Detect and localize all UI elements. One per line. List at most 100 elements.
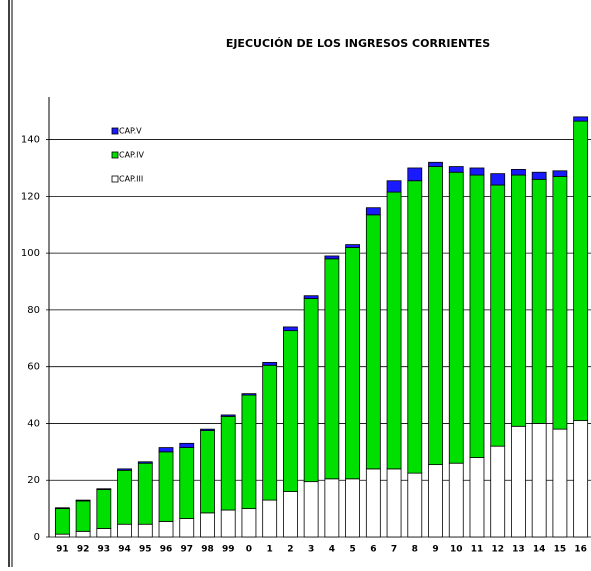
bar-segment xyxy=(75,500,91,532)
legend-label: CAP.IV xyxy=(119,151,145,160)
y-tick-label: 40 xyxy=(27,418,40,429)
x-tick-label: 96 xyxy=(160,545,173,555)
bar-segment xyxy=(428,166,443,466)
y-tick-label: 80 xyxy=(27,305,40,316)
bar-segment xyxy=(511,168,526,176)
x-tick-label: 95 xyxy=(139,545,152,555)
bar-segment xyxy=(200,428,215,431)
bar-segment xyxy=(117,468,132,471)
bar-segment xyxy=(448,171,464,464)
bar-segment xyxy=(407,472,423,538)
x-tick-label: 10 xyxy=(450,545,463,555)
bar-segment xyxy=(54,507,70,510)
y-tick-label: 140 xyxy=(21,135,40,146)
bar-segment xyxy=(96,488,112,490)
bar-segment xyxy=(531,178,547,424)
y-tick-label: 20 xyxy=(27,475,40,486)
bar-segment xyxy=(469,174,485,458)
x-tick-label: 7 xyxy=(391,545,397,555)
bar-segment xyxy=(158,451,174,522)
x-tick-label: 9 xyxy=(432,545,438,555)
bar-segment xyxy=(365,207,381,216)
bar-segment xyxy=(303,481,319,538)
x-tick-label: 97 xyxy=(180,545,193,555)
bar-segment xyxy=(283,330,298,492)
x-tick-label: 0 xyxy=(246,545,252,555)
bar-segment xyxy=(511,174,526,427)
x-tick-label: 13 xyxy=(512,545,525,555)
legend-swatch xyxy=(111,175,119,183)
bar-segment xyxy=(241,393,257,396)
x-tick-label: 3 xyxy=(308,545,314,555)
bar-segment xyxy=(220,415,236,511)
bar-segment xyxy=(262,364,278,501)
y-tick-label: 100 xyxy=(21,248,40,259)
bar-segment xyxy=(75,530,91,538)
chart-title: EJECUCIÓN DE LOS INGRESOS CORRIENTES xyxy=(226,37,490,50)
x-tick-label: 11 xyxy=(471,545,484,555)
bar-segment xyxy=(200,512,215,538)
legend-label: CAP.V xyxy=(119,127,142,136)
bar-segment xyxy=(283,491,298,538)
bar-segment xyxy=(552,170,568,177)
bar-segment xyxy=(345,478,360,538)
bar-segment xyxy=(220,509,236,538)
bar-segment xyxy=(490,173,506,186)
bar-segment xyxy=(469,167,485,176)
bar-segment xyxy=(220,414,236,417)
y-tick-label: 0 xyxy=(34,532,40,543)
bar-segment xyxy=(158,447,174,453)
bar-segment xyxy=(345,244,360,248)
y-tick-label: 120 xyxy=(21,191,40,202)
x-tick-label: 91 xyxy=(56,545,69,555)
x-tick-label: 12 xyxy=(491,545,504,555)
bar-segment xyxy=(54,508,70,535)
bar-segment xyxy=(490,184,506,447)
bar-segment xyxy=(324,258,340,480)
bar-segment xyxy=(158,520,174,538)
bar-segment xyxy=(573,116,589,122)
bar-segment xyxy=(365,214,381,470)
bar-segment xyxy=(386,468,402,538)
x-tick-label: 94 xyxy=(118,545,131,555)
bar-segment xyxy=(179,447,195,519)
bar-segment xyxy=(531,171,547,180)
bar-segment xyxy=(283,326,298,332)
bar-segment xyxy=(490,445,506,538)
bar-segment xyxy=(407,180,423,474)
x-tick-label: 98 xyxy=(201,545,214,555)
legend-swatch xyxy=(111,151,119,159)
bar-segment xyxy=(137,523,153,538)
x-tick-label: 14 xyxy=(533,545,546,555)
bar-segment xyxy=(552,428,568,538)
bar-segment xyxy=(324,478,340,538)
x-tick-label: 92 xyxy=(77,545,90,555)
bar-segment xyxy=(54,533,70,538)
bar-segment xyxy=(303,295,319,299)
bar-segment xyxy=(324,255,340,260)
x-tick-label: 2 xyxy=(287,545,293,555)
bar-segment xyxy=(386,191,402,470)
bar-segment xyxy=(241,508,257,538)
bar-segment xyxy=(365,468,381,538)
bar-segment xyxy=(179,442,195,448)
x-tick-label: 15 xyxy=(554,545,567,555)
bar-segment xyxy=(469,457,485,538)
bar-segment xyxy=(137,462,153,525)
bar-segment xyxy=(200,430,215,514)
bar-segment xyxy=(117,523,132,538)
bar-segment xyxy=(241,394,257,510)
bar-segment xyxy=(428,464,443,538)
bar-segment xyxy=(511,425,526,538)
bar-segment xyxy=(428,161,443,167)
bar-segment xyxy=(117,469,132,525)
x-tick-label: 6 xyxy=(370,545,376,555)
bar-segment xyxy=(448,166,464,173)
bar-segment xyxy=(75,499,91,502)
bar-segment xyxy=(96,528,112,538)
x-tick-label: 93 xyxy=(98,545,111,555)
bar-segment xyxy=(96,489,112,529)
bar-segment xyxy=(137,461,153,464)
bar-segment xyxy=(262,499,278,538)
